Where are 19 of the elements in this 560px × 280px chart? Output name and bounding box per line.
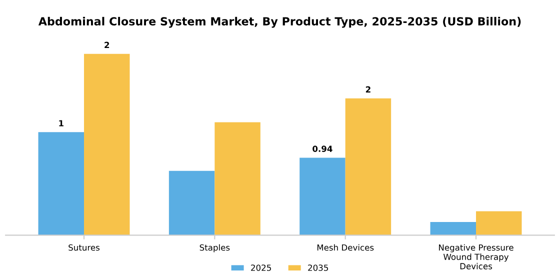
x-tick-label: Staples <box>200 244 230 252</box>
bar <box>84 54 130 236</box>
data-label: 1 <box>59 120 64 126</box>
x-tick-label: Sutures <box>68 244 100 251</box>
bar <box>430 222 476 236</box>
bar <box>476 211 522 236</box>
bar <box>38 132 84 236</box>
legend-label: 2025 <box>251 264 271 271</box>
chart-title: Abdominal Closure System Market, By Product Type, 2025-2035 (USD Billion) <box>38 16 521 28</box>
bar <box>345 98 392 236</box>
bar <box>214 122 260 236</box>
x-tick-label: Mesh Devices <box>317 244 374 251</box>
bar <box>300 158 346 236</box>
bar <box>168 170 215 236</box>
x-tick-label: Negative Pressure Wound Therapy Devices <box>439 244 514 270</box>
data-label: 2 <box>104 42 110 48</box>
data-label: 0.94 <box>312 146 332 152</box>
legend-label: 2035 <box>308 264 328 271</box>
data-label: 2 <box>366 86 370 92</box>
